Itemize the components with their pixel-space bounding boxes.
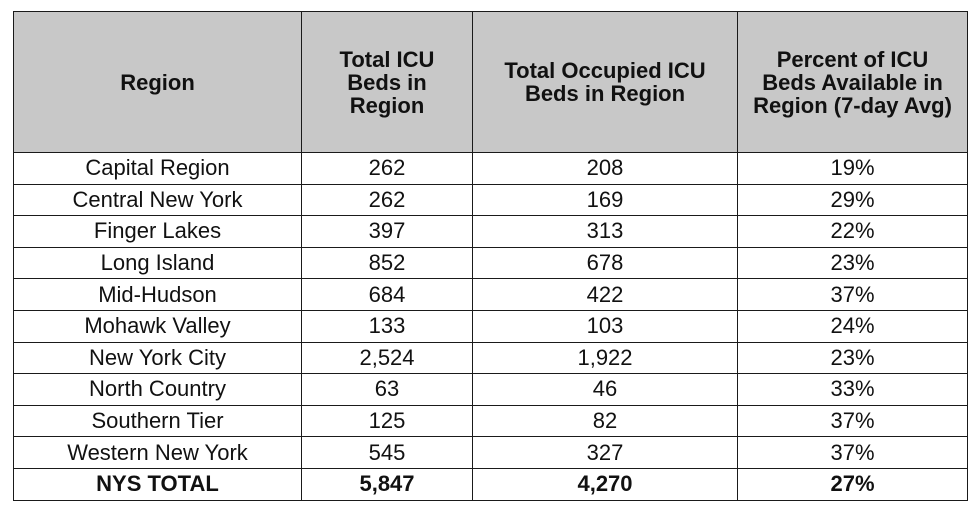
table-row: Western New York 545 327 37% <box>13 436 968 469</box>
occupied-beds-cell: 208 <box>472 152 738 185</box>
table-row: Mid-Hudson 684 422 37% <box>13 278 968 311</box>
total-beds-cell: 545 <box>301 436 473 469</box>
total-label-cell: NYS TOTAL <box>13 467 302 501</box>
occupied-beds-cell: 1,922 <box>472 341 738 375</box>
table-row: Long Island 852 678 23% <box>13 246 968 280</box>
table-row: North Country 63 46 33% <box>13 373 968 406</box>
region-cell: Mohawk Valley <box>13 309 302 343</box>
total-beds-cell: 852 <box>301 246 473 280</box>
percent-available-cell: 24% <box>737 309 968 343</box>
total-beds-cell: 133 <box>301 309 473 343</box>
header-total-icu-beds: Total ICU Beds in Region <box>301 11 473 153</box>
total-beds-cell: 63 <box>301 373 473 406</box>
region-cell: Western New York <box>13 436 302 469</box>
table-row: Mohawk Valley 133 103 24% <box>13 309 968 343</box>
occupied-beds-cell: 46 <box>472 373 738 406</box>
percent-available-cell: 22% <box>737 215 968 248</box>
icu-beds-table: Region Total ICU Beds in Region Total Oc… <box>13 11 968 501</box>
table-row: New York City 2,524 1,922 23% <box>13 341 968 375</box>
header-row: Region Total ICU Beds in Region Total Oc… <box>13 11 968 153</box>
total-beds-cell: 684 <box>301 278 473 311</box>
occupied-beds-cell: 82 <box>472 404 738 438</box>
table-row: Capital Region 262 208 19% <box>13 152 968 185</box>
header-total-occupied-icu-beds: Total Occupied ICU Beds in Region <box>472 11 738 153</box>
region-cell: Finger Lakes <box>13 215 302 248</box>
percent-available-cell: 37% <box>737 278 968 311</box>
occupied-beds-cell: 422 <box>472 278 738 311</box>
occupied-beds-cell: 678 <box>472 246 738 280</box>
header-percent-available: Percent of ICU Beds Available in Region … <box>737 11 968 153</box>
percent-available-cell: 37% <box>737 404 968 438</box>
total-row: NYS TOTAL 5,847 4,270 27% <box>13 467 968 501</box>
header-region: Region <box>13 11 302 153</box>
percent-available-cell: 23% <box>737 246 968 280</box>
total-beds-cell: 262 <box>301 183 473 217</box>
region-cell: Capital Region <box>13 152 302 185</box>
percent-available-cell: 29% <box>737 183 968 217</box>
region-cell: Mid-Hudson <box>13 278 302 311</box>
total-beds-cell: 262 <box>301 152 473 185</box>
occupied-beds-cell: 327 <box>472 436 738 469</box>
percent-available-cell: 37% <box>737 436 968 469</box>
total-beds-cell: 397 <box>301 215 473 248</box>
occupied-beds-cell: 169 <box>472 183 738 217</box>
total-beds-cell: 2,524 <box>301 341 473 375</box>
occupied-beds-cell: 313 <box>472 215 738 248</box>
region-cell: North Country <box>13 373 302 406</box>
table-row: Southern Tier 125 82 37% <box>13 404 968 438</box>
total-occupied-sum-cell: 4,270 <box>472 467 738 501</box>
total-percent-available-cell: 27% <box>737 467 968 501</box>
region-cell: Long Island <box>13 246 302 280</box>
total-beds-cell: 125 <box>301 404 473 438</box>
region-cell: New York City <box>13 341 302 375</box>
percent-available-cell: 19% <box>737 152 968 185</box>
occupied-beds-cell: 103 <box>472 309 738 343</box>
region-cell: Central New York <box>13 183 302 217</box>
region-cell: Southern Tier <box>13 404 302 438</box>
table-header: Region Total ICU Beds in Region Total Oc… <box>13 11 968 153</box>
percent-available-cell: 23% <box>737 341 968 375</box>
percent-available-cell: 33% <box>737 373 968 406</box>
table-body: Capital Region 262 208 19% Central New Y… <box>13 152 968 501</box>
table-row: Finger Lakes 397 313 22% <box>13 215 968 248</box>
total-beds-sum-cell: 5,847 <box>301 467 473 501</box>
table-row: Central New York 262 169 29% <box>13 183 968 217</box>
